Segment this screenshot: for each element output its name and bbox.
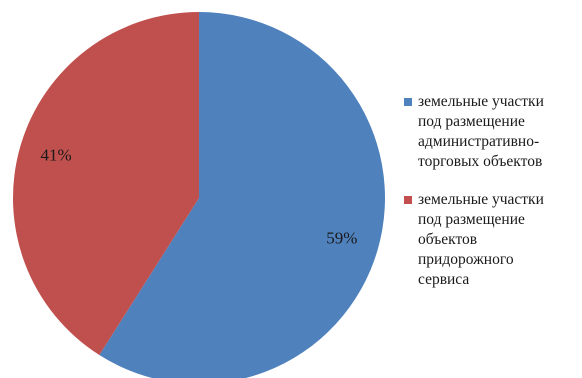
legend-swatch-0 [404, 98, 412, 106]
pie-data-labels: 59% 41% [41, 145, 358, 247]
legend-label-1: земельные участки под размещение объекто… [418, 191, 544, 288]
pie-slice-1 [13, 12, 200, 356]
legend-swatch-1 [404, 196, 412, 204]
legend-item-1: земельные участки под размещение объекто… [404, 190, 582, 290]
pie-slices [13, 12, 385, 378]
legend: земельные участки под размещение админис… [404, 92, 582, 308]
pie-slice-0 [99, 12, 385, 378]
legend-label-0: земельные участки под размещение админис… [418, 93, 544, 170]
pie-data-label-1: 41% [41, 145, 72, 164]
legend-item-0: земельные участки под размещение админис… [404, 92, 582, 172]
pie-plot-area: 59% 41% [13, 12, 385, 378]
pie-data-label-0: 59% [326, 228, 357, 247]
